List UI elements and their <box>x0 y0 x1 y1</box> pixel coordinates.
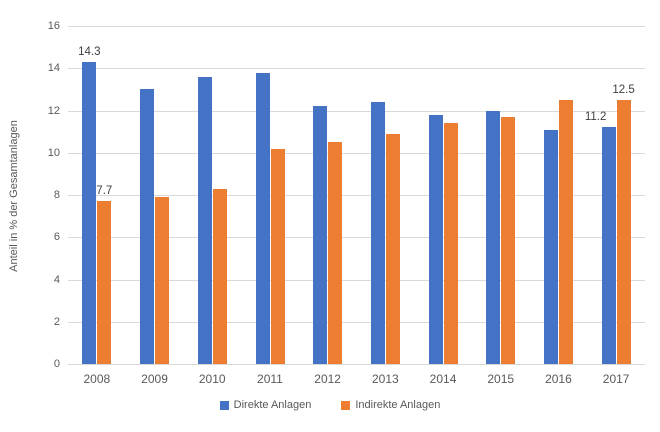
x-tick-label-2013: 2013 <box>371 372 399 386</box>
data-label-2017-indirekte: 12.5 <box>612 83 635 96</box>
bar-direkte-2015 <box>486 110 501 364</box>
bar-indirekte-2010 <box>212 188 227 364</box>
gridline-6 <box>68 237 645 239</box>
x-tick-label-2012: 2012 <box>314 372 341 386</box>
x-tick-label-2011: 2011 <box>257 372 283 386</box>
bar-indirekte-2009 <box>155 197 170 364</box>
legend-label-direkte: Direkte Anlagen <box>233 399 312 411</box>
legend-item-direkte: Direkte Anlagen <box>219 399 312 411</box>
gridline-12 <box>68 110 645 112</box>
bar-direkte-2010 <box>197 76 212 364</box>
x-tick-label-2010: 2010 <box>198 372 226 386</box>
legend-item-indirekte: Indirekte Anlagen <box>341 399 440 411</box>
bar-indirekte-2015 <box>501 116 516 364</box>
y-tick-label-0: 0 <box>53 358 60 370</box>
bar-direkte-2011 <box>255 72 270 364</box>
bar-direkte-2012 <box>313 106 328 364</box>
legend-swatch-indirekte <box>341 400 351 410</box>
y-tick-label-10: 10 <box>47 146 60 159</box>
x-tick-label-2016: 2016 <box>545 372 572 386</box>
bar-indirekte-2011 <box>270 148 285 364</box>
x-tick-label-2014: 2014 <box>429 372 457 386</box>
gridline-8 <box>68 195 645 196</box>
bar-indirekte-2017 <box>616 99 631 364</box>
x-tick-label-2017: 2017 <box>602 372 630 386</box>
y-tick-label-14: 14 <box>47 62 60 75</box>
bar-indirekte-2013 <box>385 133 400 364</box>
gridline-10 <box>68 152 645 154</box>
bar-indirekte-2016 <box>559 99 573 364</box>
gridline-0 <box>68 364 645 365</box>
legend-swatch-direkte <box>219 400 229 410</box>
x-tick-label-2015: 2015 <box>487 372 515 386</box>
bar-direkte-2014 <box>428 114 443 364</box>
gridline-2 <box>68 321 645 323</box>
data-label-2017-direkte: 11.2 <box>584 111 607 124</box>
gridline-14 <box>68 68 645 70</box>
x-tick-label-2008: 2008 <box>83 372 111 386</box>
bar-direkte-2016 <box>544 129 558 364</box>
bar-direkte-2009 <box>140 89 155 364</box>
bar-indirekte-2014 <box>443 123 458 364</box>
bar-direkte-2013 <box>370 102 385 364</box>
gridline-4 <box>68 279 645 281</box>
y-tick-label-12: 12 <box>47 104 60 117</box>
y-axis-title: Anteil in % der Gesamtanlagen <box>8 120 20 272</box>
x-tick-label-2009: 2009 <box>141 372 168 386</box>
y-tick-label-16: 16 <box>47 20 60 32</box>
y-tick-label-4: 4 <box>53 273 60 286</box>
y-tick-label-2: 2 <box>53 315 60 328</box>
legend-label-indirekte: Indirekte Anlagen <box>355 399 441 411</box>
bar-indirekte-2008 <box>97 201 112 364</box>
bar-direkte-2008 <box>82 61 97 364</box>
bar-direkte-2017 <box>601 127 616 364</box>
data-label-2008-indirekte: 7.7 <box>96 185 113 198</box>
legend: Direkte Anlagen Indirekte Anlagen <box>0 399 660 411</box>
data-label-2008-direkte: 14.3 <box>78 45 101 58</box>
y-tick-label-6: 6 <box>53 231 60 244</box>
gridline-16 <box>68 26 645 27</box>
bar-indirekte-2012 <box>328 142 343 364</box>
y-tick-label-8: 8 <box>53 189 60 201</box>
